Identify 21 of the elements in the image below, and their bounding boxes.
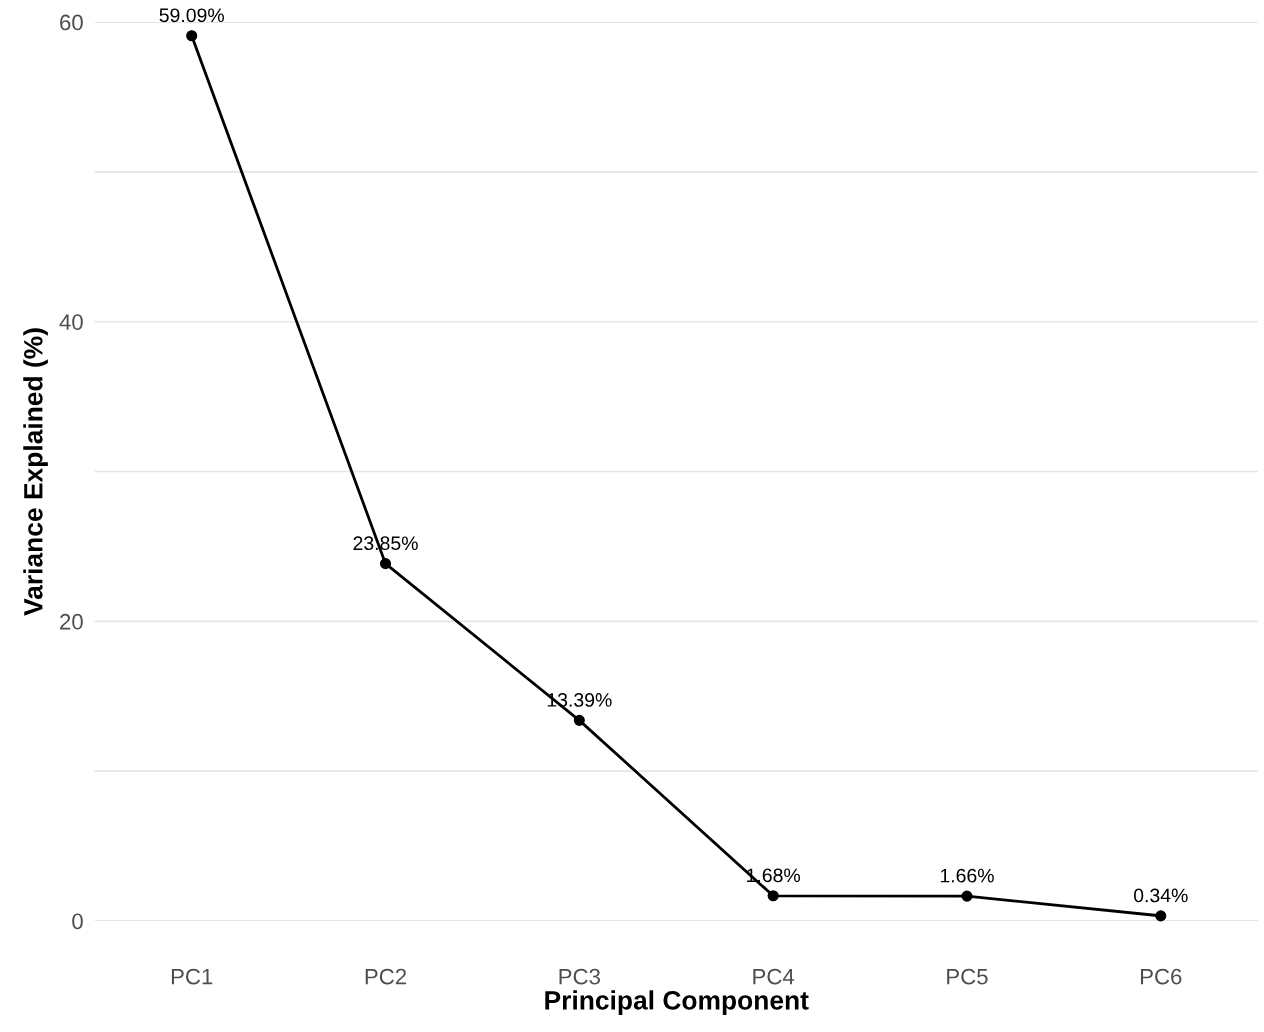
point: [379, 558, 392, 570]
x-tick-label: PC3: [559, 968, 600, 985]
x-tick-label: PC6: [1140, 968, 1182, 985]
point: [1155, 910, 1167, 922]
point: [961, 890, 973, 902]
x-tick-label: PC5: [947, 968, 988, 985]
y-tick-label: 0: [72, 913, 83, 930]
point: [186, 30, 198, 42]
x-axis-title: Principal Component: [545, 990, 809, 1015]
point: [767, 890, 779, 902]
x-tick-label: PC2: [365, 968, 407, 985]
x-tick-label: PC4: [753, 968, 795, 985]
data-label: 0.34%: [1133, 888, 1188, 903]
y-tick-label: 60: [60, 14, 83, 31]
y-tick-label: 20: [60, 613, 83, 630]
data-label: 1.66%: [940, 868, 994, 883]
y-tick-label: 40: [59, 314, 83, 330]
x-tick-label: PC1: [171, 968, 213, 985]
y-axis-title: Variance Explained (%): [23, 328, 48, 616]
data-label: 59.09%: [159, 8, 224, 23]
point: [573, 714, 585, 726]
